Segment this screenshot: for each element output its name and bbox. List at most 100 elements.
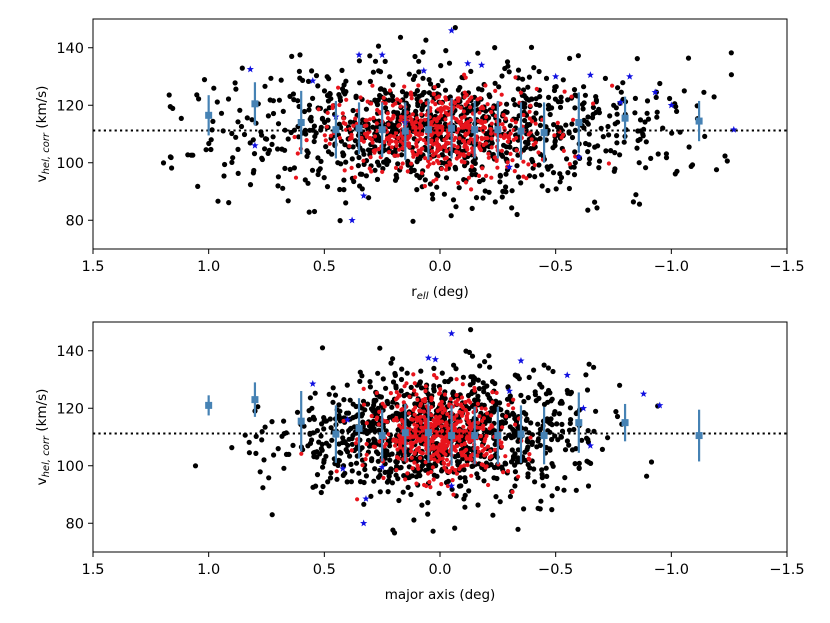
star-point: [443, 48, 449, 54]
y-tick-label: 120: [56, 401, 84, 417]
member-point: [469, 164, 474, 169]
member-point: [453, 135, 458, 140]
star-point: [450, 197, 457, 203]
x-tick-label: 1.0: [197, 562, 220, 578]
star-point: [636, 201, 643, 207]
star-point: [279, 146, 285, 152]
star-point: [350, 144, 356, 150]
member-point: [508, 131, 513, 136]
star-point: [617, 152, 623, 158]
member-point: [386, 432, 391, 437]
star-point: [566, 427, 573, 433]
star-point: [238, 123, 245, 130]
member-point: [414, 144, 419, 149]
star-point: [617, 382, 623, 388]
star-point: [343, 200, 349, 206]
member-point: [304, 138, 309, 143]
star-point: [335, 160, 341, 166]
star-point: [233, 134, 239, 140]
member-point: [454, 377, 459, 382]
member-point: [421, 409, 426, 414]
blue-star-point: [552, 72, 560, 80]
star-point: [411, 517, 417, 523]
member-point: [389, 139, 394, 144]
star-point: [567, 405, 574, 411]
star-point: [643, 139, 649, 145]
member-point: [409, 96, 414, 101]
member-point: [421, 414, 426, 419]
star-point: [573, 410, 579, 417]
star-point: [557, 171, 563, 177]
star-point: [368, 493, 374, 499]
member-point: [445, 439, 450, 444]
star-point: [375, 451, 381, 457]
member-point: [427, 479, 432, 485]
member-point: [428, 485, 433, 490]
member-point: [479, 406, 484, 411]
member-point: [499, 148, 504, 153]
star-point: [552, 138, 558, 144]
star-point: [505, 63, 511, 69]
star-point: [214, 99, 220, 105]
member-point: [468, 105, 473, 110]
star-point: [620, 80, 626, 86]
star-point: [259, 437, 265, 443]
star-point: [417, 175, 423, 181]
star-point: [588, 460, 594, 466]
star-point: [371, 436, 377, 442]
star-point: [537, 136, 543, 142]
star-point: [305, 78, 312, 84]
member-point: [365, 99, 370, 104]
member-point: [398, 437, 403, 442]
member-point: [421, 138, 426, 143]
member-point: [505, 160, 510, 165]
star-point: [430, 196, 436, 202]
member-point: [451, 492, 456, 497]
member-point: [494, 157, 499, 162]
member-point: [380, 169, 385, 174]
star-point: [347, 453, 353, 459]
member-point: [528, 435, 533, 440]
star-point: [178, 115, 184, 121]
star-point: [371, 478, 377, 484]
star-point: [426, 77, 432, 83]
member-point: [456, 98, 461, 103]
star-point: [398, 388, 404, 394]
star-point: [237, 107, 243, 113]
binned-mean-point: [448, 432, 456, 440]
star-point: [453, 166, 459, 172]
member-point: [387, 141, 392, 146]
blue-star-point: [651, 88, 659, 96]
star-point: [239, 65, 245, 71]
member-point: [341, 116, 346, 121]
member-point: [344, 97, 349, 102]
star-point: [547, 447, 553, 453]
member-point: [395, 455, 400, 460]
star-point: [572, 149, 578, 155]
star-point: [268, 75, 274, 81]
star-point: [560, 77, 566, 83]
member-point: [396, 123, 401, 128]
star-point: [221, 173, 227, 179]
member-point: [406, 411, 412, 416]
star-point: [394, 459, 400, 465]
star-point: [372, 58, 379, 64]
member-point: [435, 143, 440, 148]
star-point: [506, 69, 512, 75]
member-point: [409, 117, 414, 123]
star-point: [546, 387, 552, 394]
star-point: [453, 366, 459, 372]
star-point: [361, 501, 367, 507]
star-point: [571, 87, 578, 93]
star-point: [535, 421, 541, 427]
star-point: [337, 97, 344, 104]
star-point: [724, 158, 730, 164]
star-point: [615, 119, 621, 125]
star-point: [288, 129, 294, 136]
member-point: [418, 455, 423, 461]
star-point: [552, 96, 559, 102]
star-point: [377, 345, 383, 351]
star-point: [492, 441, 498, 447]
star-point: [685, 55, 692, 61]
star-point: [419, 502, 425, 508]
